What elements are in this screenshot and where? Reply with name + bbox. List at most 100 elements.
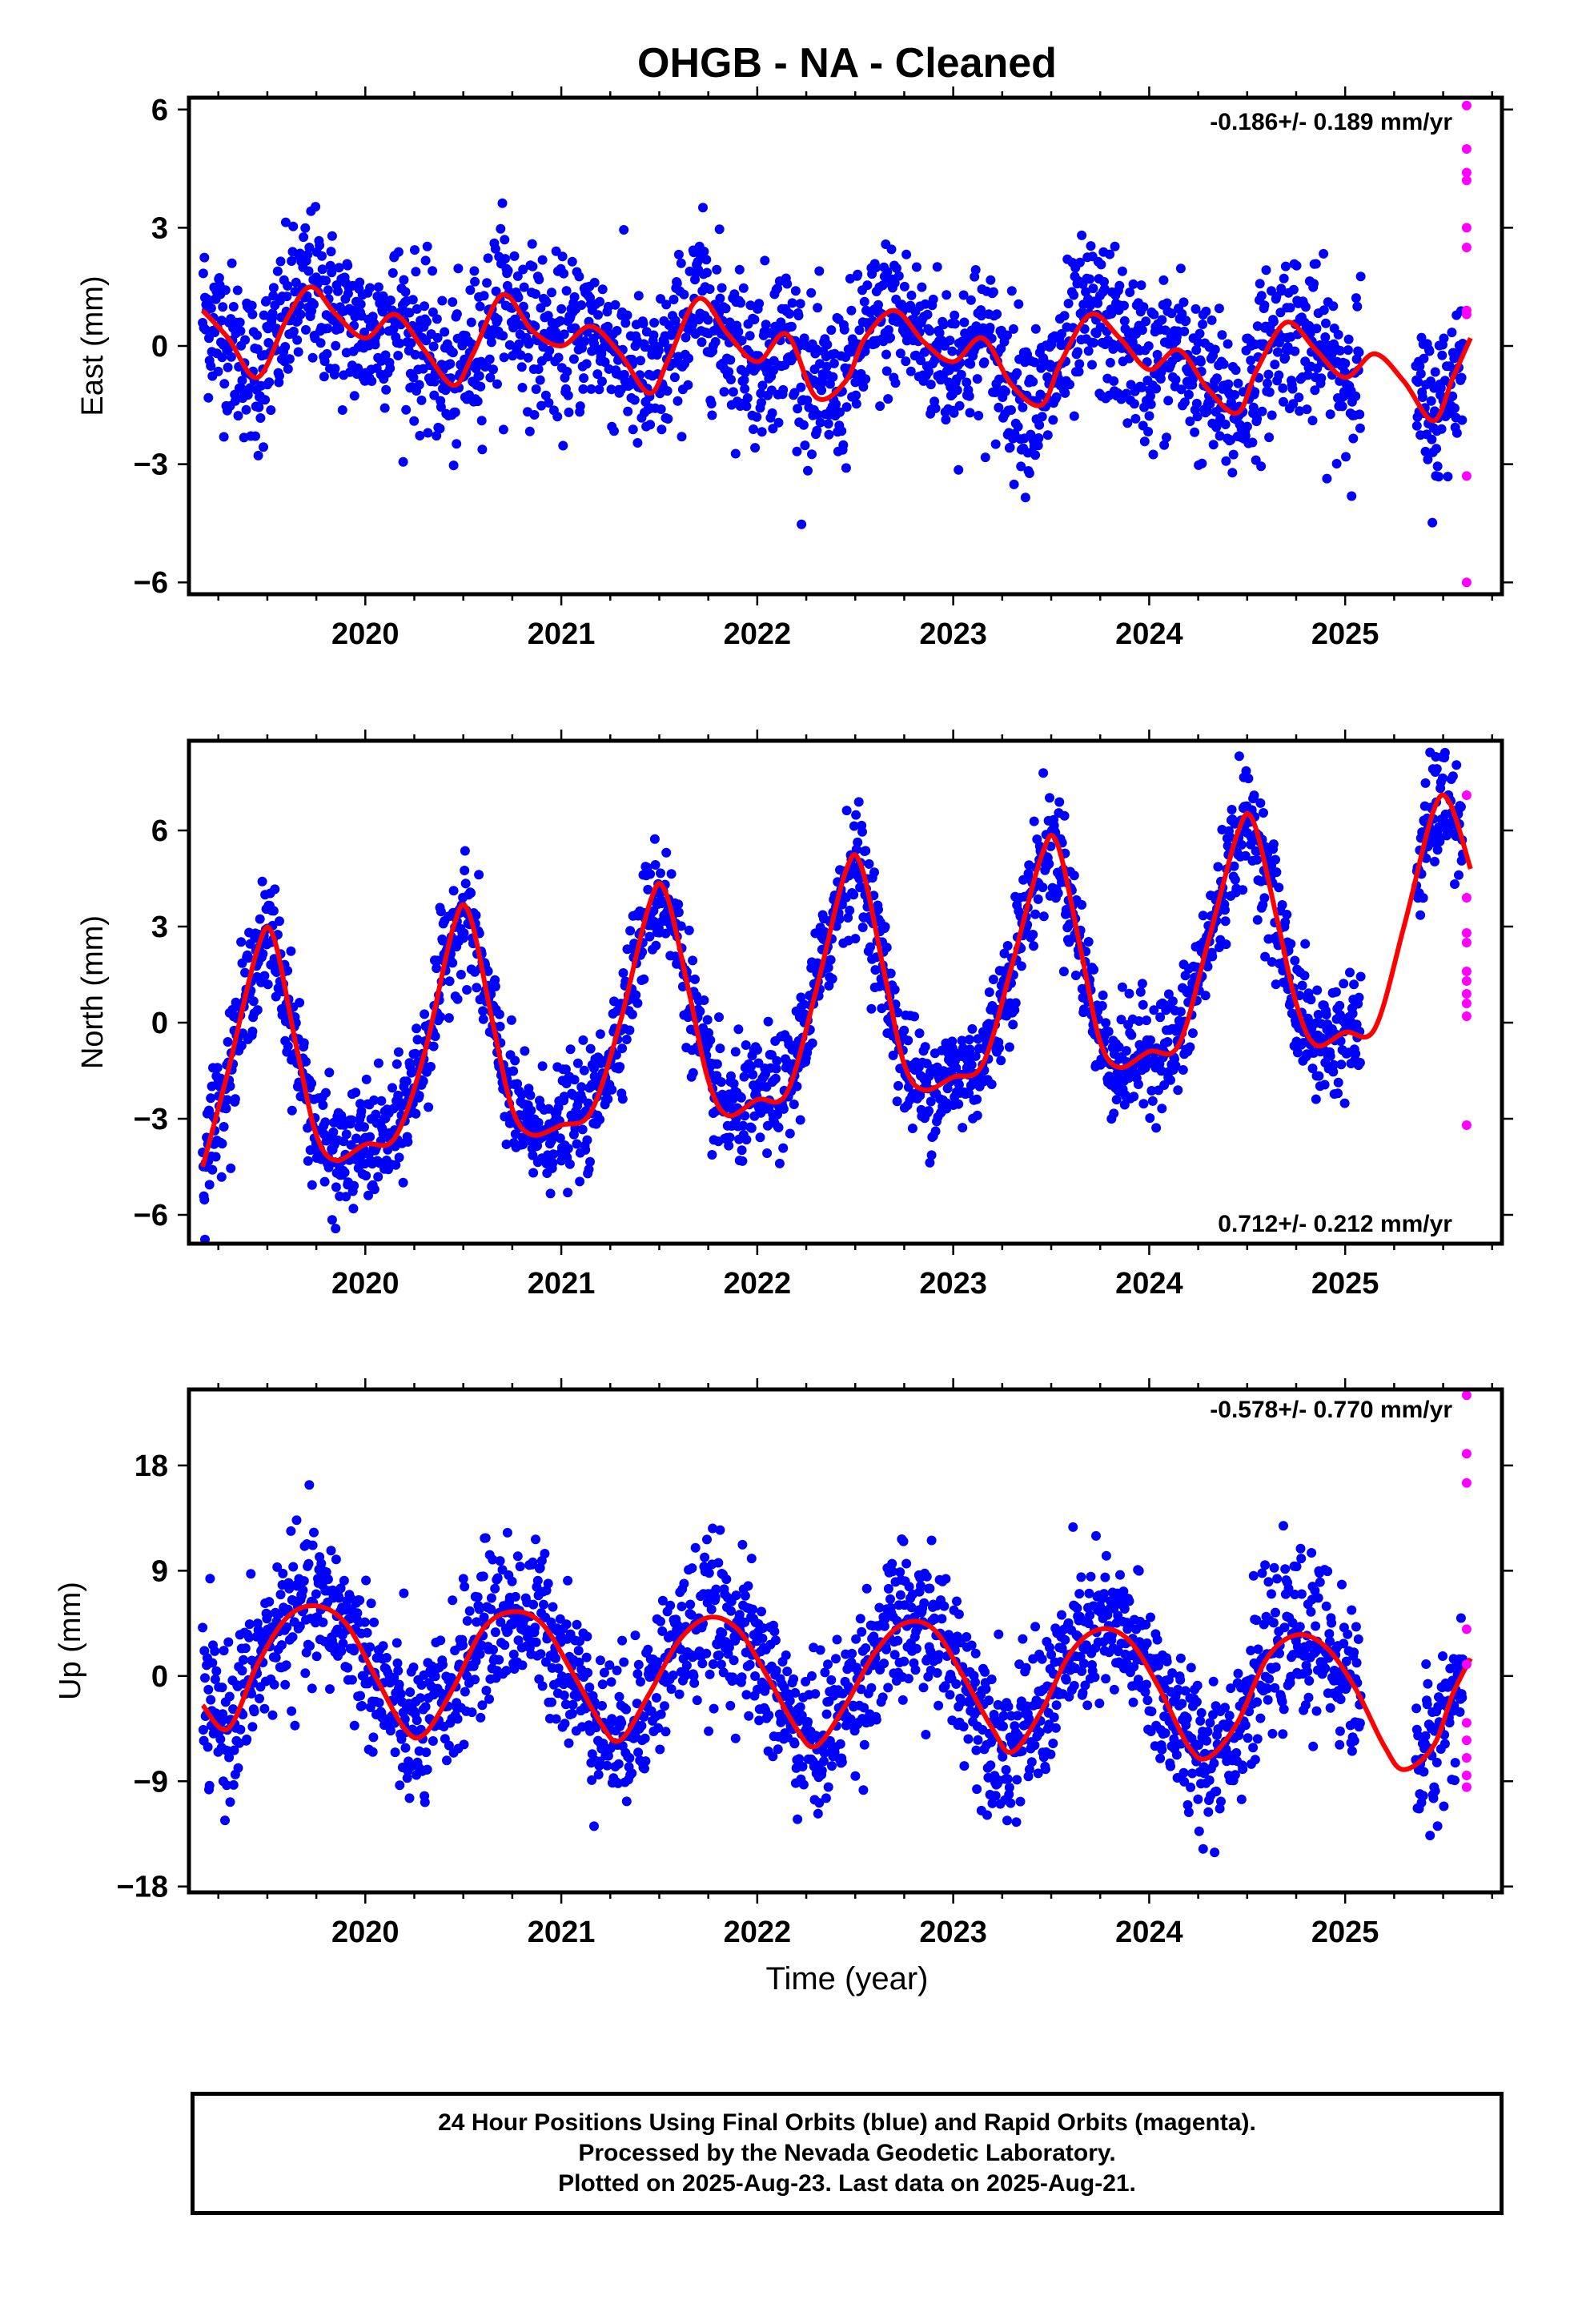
east-final-point <box>966 359 976 369</box>
east-final-point <box>705 284 715 294</box>
east-final-point <box>398 456 408 467</box>
east-final-point <box>1087 360 1097 370</box>
east-final-point <box>1354 348 1364 357</box>
north-final-point <box>572 1058 583 1068</box>
east-final-point <box>309 300 319 310</box>
up-final-point <box>500 1640 510 1651</box>
east-final-point <box>603 321 613 332</box>
east-rapid-point <box>1461 577 1472 588</box>
east-final-point <box>544 398 554 408</box>
east-final-point <box>497 198 508 208</box>
north-final-point <box>888 1050 898 1060</box>
east-final-point <box>217 352 227 363</box>
up-final-point <box>240 1643 251 1654</box>
east-final-point <box>450 407 460 417</box>
north-final-point <box>1103 1027 1114 1037</box>
north-final-point <box>1354 992 1364 1003</box>
up-final-point <box>478 1571 488 1582</box>
east-final-point <box>1321 318 1331 328</box>
east-final-point <box>1257 406 1267 416</box>
north-final-point <box>618 968 628 978</box>
up-final-point <box>198 1622 208 1633</box>
up-final-point <box>325 1684 335 1695</box>
north-final-point <box>394 1152 404 1163</box>
east-final-point <box>349 391 359 401</box>
east-final-point <box>1355 423 1365 433</box>
chart-title: OHGB - NA - Cleaned <box>637 40 1057 86</box>
north-final-point <box>369 1095 379 1105</box>
east-final-point <box>620 318 631 328</box>
north-final-point <box>688 1068 698 1078</box>
north-final-point <box>578 1035 588 1045</box>
east-final-point <box>1000 386 1010 396</box>
east-ytick-label: 6 <box>151 94 168 127</box>
north-final-points <box>198 747 1468 1244</box>
north-final-point <box>398 1177 408 1188</box>
east-final-point <box>806 287 817 298</box>
north-final-point <box>456 970 466 979</box>
east-final-point <box>1108 344 1118 354</box>
north-final-point <box>1420 778 1431 788</box>
north-final-point <box>684 925 694 935</box>
north-final-point <box>424 1102 434 1112</box>
north-final-point <box>986 1080 997 1089</box>
east-final-point <box>821 361 832 372</box>
east-final-point <box>1179 326 1190 336</box>
east-final-point <box>938 320 949 330</box>
east-final-point <box>315 338 326 348</box>
north-final-point <box>466 888 476 899</box>
east-final-point <box>406 338 416 348</box>
east-final-point <box>563 390 573 400</box>
north-final-point <box>1187 1028 1198 1039</box>
north-final-point <box>1008 1019 1018 1030</box>
north-final-point <box>909 1011 920 1022</box>
north-final-point <box>585 1043 596 1054</box>
east-final-point <box>1303 370 1313 380</box>
north-final-point <box>649 834 660 844</box>
east-final-point <box>485 372 496 383</box>
up-final-point <box>494 1655 504 1665</box>
east-final-point <box>504 340 515 350</box>
north-final-point <box>520 1046 530 1056</box>
north-final-point <box>206 1093 216 1104</box>
north-final-point <box>303 1156 313 1166</box>
north-final-point <box>853 837 863 847</box>
up-final-point <box>233 1763 243 1773</box>
east-final-point <box>1423 454 1433 464</box>
east-final-point <box>330 364 340 374</box>
east-final-point <box>578 384 588 394</box>
north-final-point <box>347 1115 357 1125</box>
up-final-point <box>300 1668 311 1679</box>
east-final-point <box>524 426 535 436</box>
north-final-point <box>740 1111 750 1121</box>
east-final-point <box>1018 402 1028 412</box>
north-final-point <box>707 1150 717 1160</box>
east-final-point <box>1250 387 1260 397</box>
up-final-point <box>206 1695 216 1705</box>
east-final-point <box>333 286 343 296</box>
north-final-point <box>388 1104 399 1114</box>
north-final-point <box>418 1076 428 1087</box>
east-final-point <box>574 271 584 282</box>
east-final-point <box>739 375 749 385</box>
east-final-point <box>272 266 283 276</box>
north-final-point <box>299 1038 309 1048</box>
east-final-point <box>326 247 336 257</box>
east-final-point <box>1191 304 1201 314</box>
east-final-point <box>1086 241 1096 251</box>
north-final-point <box>1178 1065 1188 1075</box>
north-final-point <box>724 1140 734 1151</box>
north-final-point <box>526 1105 536 1116</box>
north-final-point <box>460 866 470 875</box>
east-final-point <box>483 253 493 263</box>
east-final-point <box>465 285 476 296</box>
up-final-point <box>303 1558 314 1569</box>
east-final-point <box>899 281 909 292</box>
north-final-point <box>222 1095 232 1105</box>
east-final-point <box>486 337 496 348</box>
east-final-point <box>393 351 404 360</box>
north-final-point <box>624 1025 635 1035</box>
east-final-point <box>760 255 770 266</box>
north-final-point <box>328 1127 339 1137</box>
north-final-point <box>1029 816 1039 826</box>
